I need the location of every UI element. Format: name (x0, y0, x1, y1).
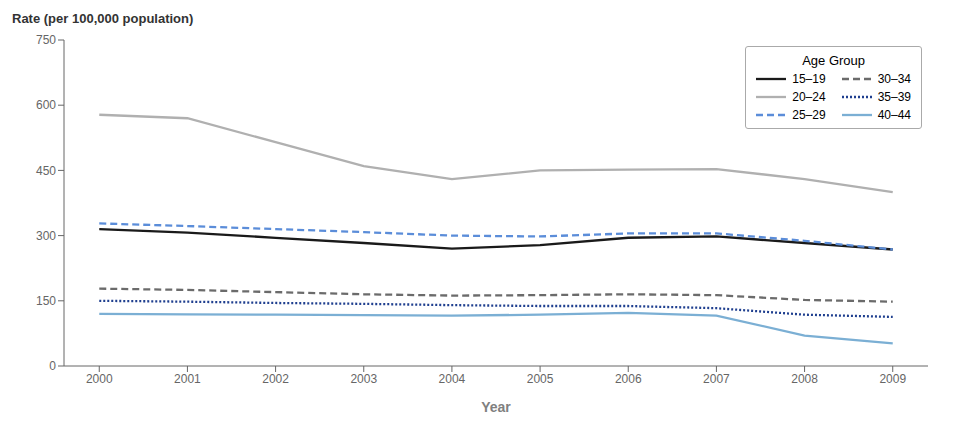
svg-text:750: 750 (36, 33, 56, 47)
html-text:30–34: 30–34 (877, 72, 911, 86)
svg-text:300: 300 (36, 229, 56, 243)
svg-text:150: 150 (36, 294, 56, 308)
svg-text:450: 450 (36, 164, 56, 178)
svg-text:2003: 2003 (350, 372, 377, 386)
html-text:Age Group: Age Group (802, 53, 866, 68)
svg-text:0: 0 (49, 359, 56, 373)
html-text:40–44: 40–44 (877, 108, 911, 122)
svg-text:2000: 2000 (86, 372, 113, 386)
svg-text:2001: 2001 (174, 372, 201, 386)
html-text:25–29: 25–29 (792, 108, 826, 122)
svg-text:2005: 2005 (527, 372, 554, 386)
svg-text:2007: 2007 (703, 372, 730, 386)
svg-text:2002: 2002 (262, 372, 289, 386)
svg-text:2008: 2008 (791, 372, 818, 386)
html-text:20–24: 20–24 (792, 90, 826, 104)
svg-text:2006: 2006 (615, 372, 642, 386)
svg-text:600: 600 (36, 98, 56, 112)
html-text:Rate (per 100,000 population): Rate (per 100,000 population) (12, 11, 194, 26)
html-text:15–19: 15–19 (792, 72, 826, 86)
svg-text:2009: 2009 (879, 372, 906, 386)
svg-text:2004: 2004 (439, 372, 466, 386)
html-text:35–39: 35–39 (877, 90, 911, 104)
svg-text:Year: Year (481, 399, 511, 415)
